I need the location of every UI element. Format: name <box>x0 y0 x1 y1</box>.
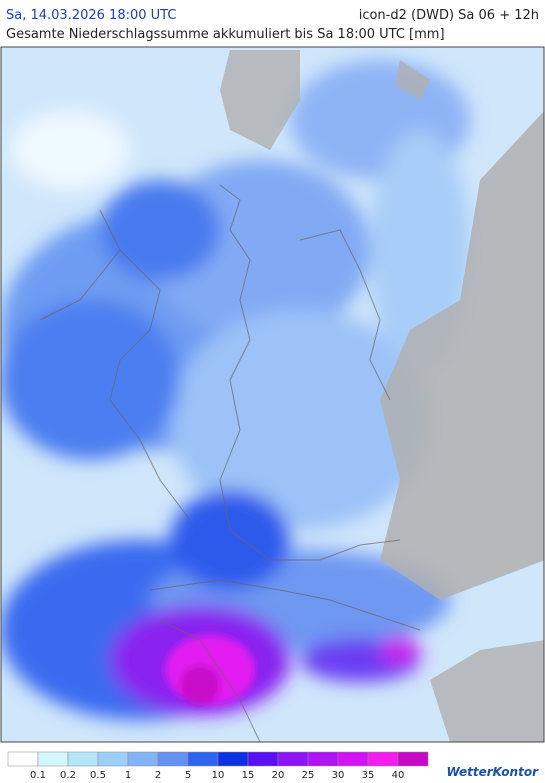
legend-swatch <box>157 751 189 767</box>
model-run: icon-d2 (DWD) Sa 06 + 12h <box>359 8 539 23</box>
legend-swatch <box>397 751 429 767</box>
legend-swatch <box>97 751 129 767</box>
subtitle: Gesamte Niederschlagssumme akkumuliert b… <box>6 27 445 42</box>
land-east <box>380 111 544 600</box>
legend-swatch <box>307 751 339 767</box>
map-frame <box>0 46 545 743</box>
legend-swatch <box>67 751 99 767</box>
legend-label: 0.5 <box>90 770 106 781</box>
legend-label: 10 <box>212 770 225 781</box>
island <box>395 60 430 100</box>
borders <box>39 184 421 742</box>
legend-swatch <box>187 751 219 767</box>
legend-swatch <box>277 751 309 767</box>
legend-label: 5 <box>185 770 191 781</box>
legend-label: 35 <box>362 770 375 781</box>
legend-swatch <box>7 751 39 767</box>
legend: 0.1 0.2 0.5 1 2 5 10 15 20 25 30 35 40 <box>7 751 429 781</box>
legend-swatch <box>337 751 369 767</box>
legend-swatch <box>367 751 399 767</box>
legend-label: 15 <box>242 770 255 781</box>
legend-swatch <box>127 751 159 767</box>
legend-label: 20 <box>272 770 285 781</box>
precip-field <box>1 60 470 720</box>
legend-swatch <box>37 751 69 767</box>
land-north <box>220 50 300 150</box>
legend-label: 40 <box>392 770 405 781</box>
precip-peaks <box>165 635 255 705</box>
legend-label: 0.2 <box>60 770 76 781</box>
datetime: Sa, 14.03.2026 18:00 UTC <box>6 8 176 23</box>
logo: WetterKontor <box>447 765 540 779</box>
legend-label: 30 <box>332 770 345 781</box>
legend-label: 25 <box>302 770 315 781</box>
legend-label: 2 <box>155 770 161 781</box>
map <box>1 47 544 742</box>
legend-swatch <box>247 751 279 767</box>
legend-label: 0.1 <box>30 770 46 781</box>
legend-label: 1 <box>125 770 131 781</box>
land-southeast <box>430 640 544 742</box>
legend-swatch <box>217 751 249 767</box>
